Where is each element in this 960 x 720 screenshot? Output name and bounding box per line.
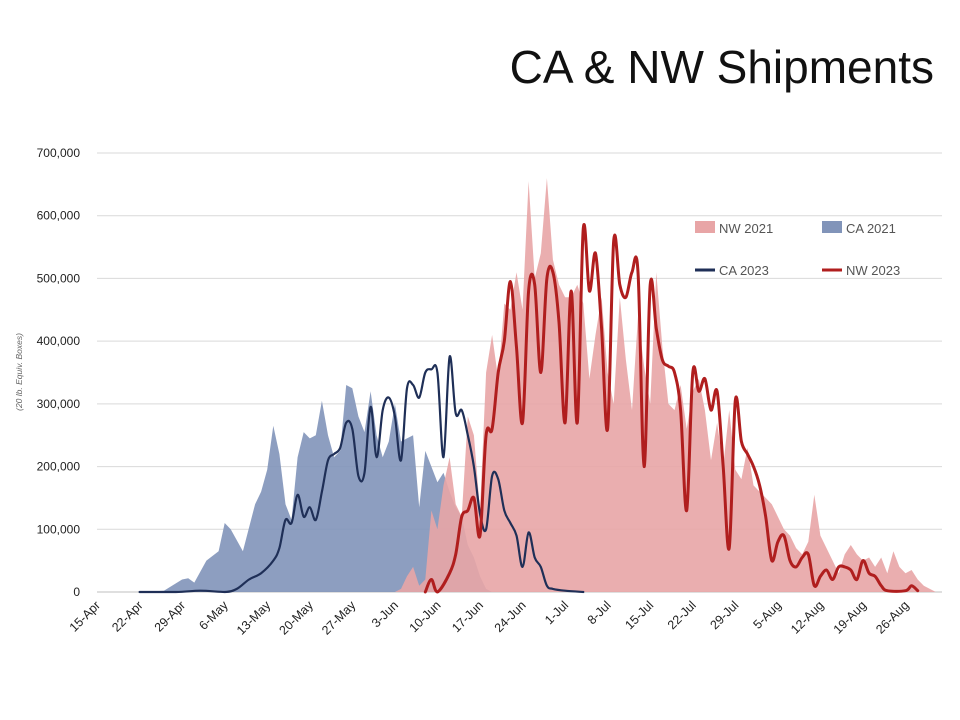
x-tick-label: 5-Aug [750,598,784,632]
x-tick-label: 24-Jun [492,598,529,635]
series-ca-2023-line [138,355,585,594]
y-tick-label: 200,000 [37,460,81,474]
x-tick-label: 22-Jul [665,598,699,632]
x-tick-label: 8-Jul [585,598,614,627]
y-tick-label: 700,000 [37,146,81,160]
y-tick-label: 500,000 [37,271,81,285]
legend-label-nw-2021: NW 2021 [719,221,773,236]
y-tick-label: 600,000 [37,209,81,223]
x-tick-label: 15-Apr [67,598,103,634]
y-axis-label: (20 lb. Equiv. Boxes) [14,333,24,411]
x-tick-label: 29-Apr [152,598,188,634]
x-tick-label: 1-Jul [542,598,571,627]
legend-swatch-ca-2021 [822,221,842,233]
x-tick-label: 12-Aug [788,598,826,636]
line-series [138,223,920,594]
y-tick-label: 300,000 [37,397,81,411]
legend-label-ca-2023: CA 2023 [719,263,769,278]
y-tick-label: 100,000 [37,522,81,536]
x-tick-label: 26-Aug [873,598,911,636]
x-tick-label: 15-Jul [622,598,656,632]
series-nw-2023-line [423,223,920,594]
slide-title: CA & NW Shipments [509,41,934,93]
y-tick-label: 0 [73,585,80,599]
area-series [139,178,936,592]
x-tick-label: 17-Jun [449,598,486,635]
x-tick-label: 6-May [196,598,231,633]
x-tick-label: 27-May [319,598,359,638]
series-ca-2021-area [139,385,493,592]
y-tick-label: 400,000 [37,334,81,348]
x-tick-label: 10-Jun [407,598,444,635]
series-nw-2021-area [394,178,936,592]
legend-swatch-nw-2021 [695,221,715,233]
x-tick-label: 29-Jul [707,598,741,632]
legend-label-ca-2021: CA 2021 [846,221,896,236]
x-tick-label: 19-Aug [831,598,869,636]
x-tick-label: 3-Jun [369,598,401,630]
legend-label-nw-2023: NW 2023 [846,263,900,278]
x-tick-label: 22-Apr [109,598,145,634]
x-tick-label: 20-May [277,598,317,638]
legend: NW 2021 CA 2021 CA 2023 NW 2023 [695,221,900,278]
x-tick-label: 13-May [234,598,274,638]
